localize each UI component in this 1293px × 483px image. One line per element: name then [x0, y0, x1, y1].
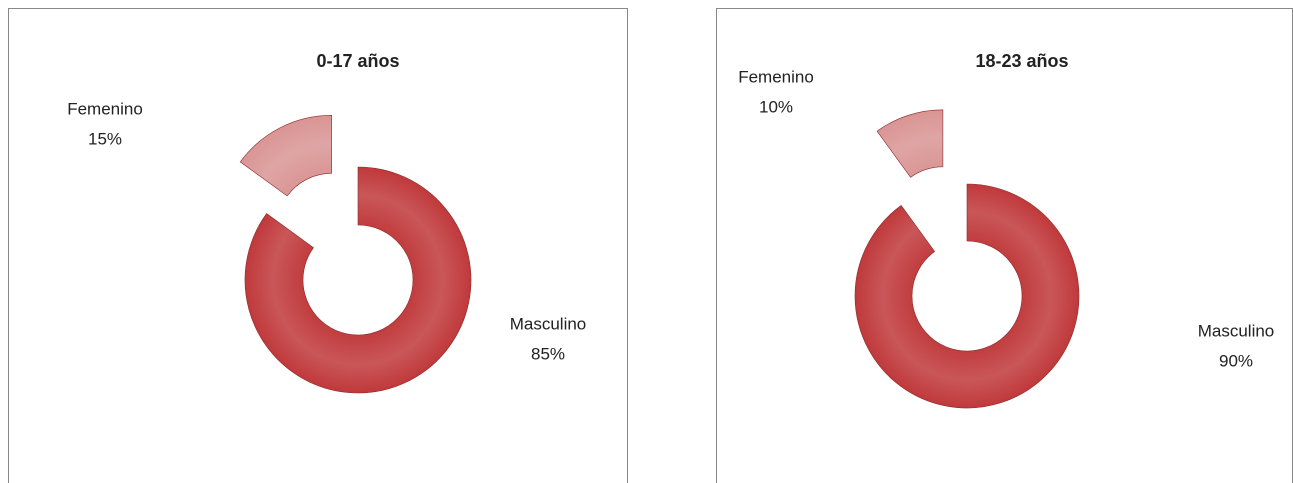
- slice-value-label: 85%: [531, 344, 565, 363]
- donut-slice: [854, 183, 1080, 409]
- donut-slice: [239, 115, 332, 197]
- donut-slice: [876, 109, 944, 178]
- chart-frame: [8, 8, 628, 483]
- donut-slice: [244, 166, 472, 394]
- slice-category-label: Masculino: [1198, 321, 1275, 340]
- slice-category-label: Masculino: [510, 314, 587, 333]
- slice-value-label: 10%: [759, 97, 793, 116]
- slice-category-label: Femenino: [738, 67, 814, 86]
- chart-title: 18-23 años: [975, 51, 1068, 71]
- slice-value-label: 15%: [88, 129, 122, 148]
- slice-category-label: Femenino: [67, 99, 143, 118]
- slice-value-label: 90%: [1219, 351, 1253, 370]
- chart-title: 0-17 años: [316, 51, 399, 71]
